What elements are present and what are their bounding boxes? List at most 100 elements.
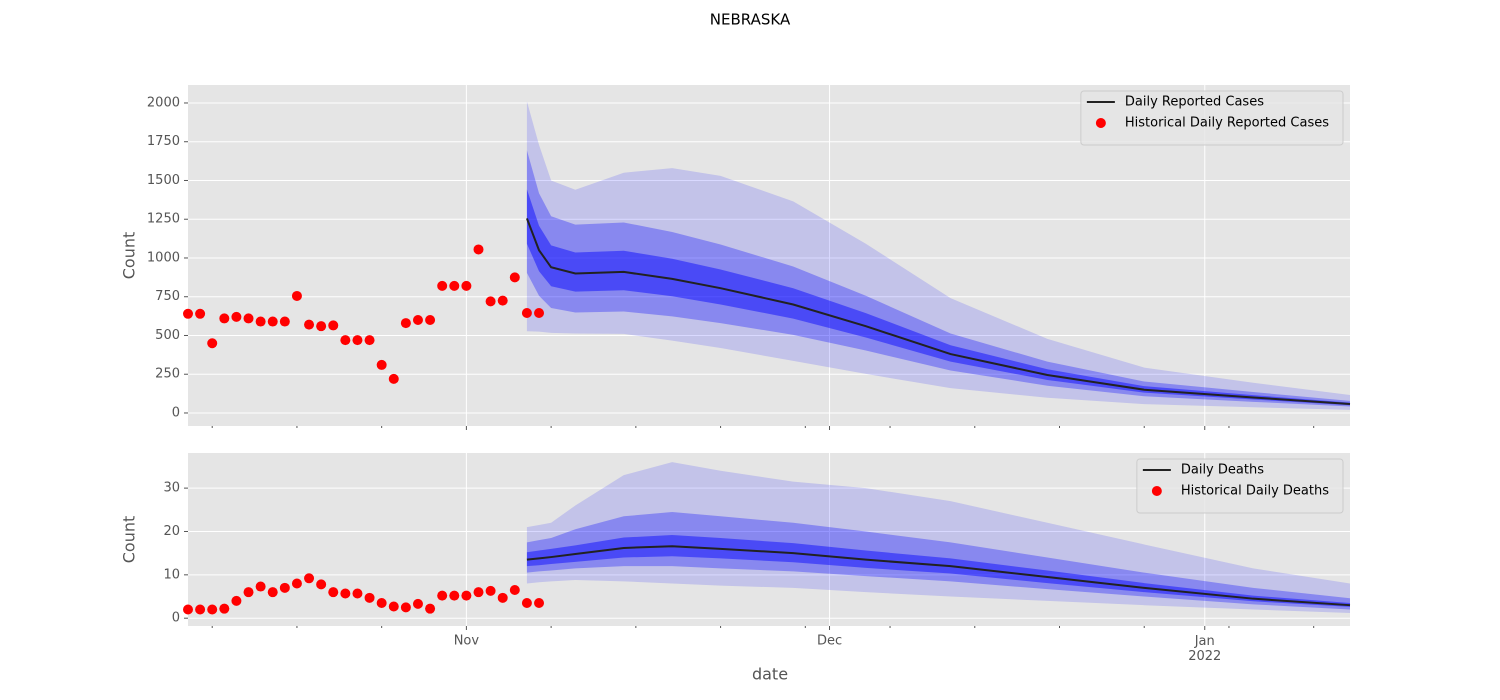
scatter-point xyxy=(195,604,206,615)
scatter-point xyxy=(400,602,411,613)
scatter-point xyxy=(485,585,496,596)
legend-marker xyxy=(1151,486,1162,496)
legend-box xyxy=(1080,90,1344,146)
figure-title: NEBRASKA xyxy=(710,11,791,29)
scatter-point xyxy=(219,603,230,614)
scatter-point xyxy=(425,603,436,614)
line xyxy=(525,218,1351,405)
forecast-band xyxy=(526,150,1350,407)
scatter-point xyxy=(412,314,423,325)
y-axis-label: Count xyxy=(120,516,139,564)
scatter-point xyxy=(304,573,315,584)
scatter-point xyxy=(412,598,423,609)
scatter-point xyxy=(255,581,266,592)
scatter-point xyxy=(352,335,363,346)
scatter-point xyxy=(473,244,484,255)
y-tick-label: 20 xyxy=(163,524,180,539)
scatter-point xyxy=(291,578,302,589)
scatter-point xyxy=(461,590,472,601)
scatter-point xyxy=(400,318,411,329)
scatter-point xyxy=(521,308,532,319)
legend: Daily Deaths Historical Daily Deaths xyxy=(1136,458,1344,514)
scatter-point xyxy=(304,319,315,330)
y-axis-label: Count xyxy=(120,232,139,280)
y-tick-label: 1500 xyxy=(147,173,180,188)
scatter-point xyxy=(267,587,278,598)
scatter-point xyxy=(183,308,193,319)
scatter-point xyxy=(243,587,254,598)
forecast-band xyxy=(526,101,1350,410)
scatter-point xyxy=(497,295,508,306)
scatter-point xyxy=(449,280,460,291)
forecast-band xyxy=(526,534,1350,607)
scatter-point xyxy=(509,272,520,283)
forecast-band xyxy=(526,462,1350,613)
y-tick-label: 1750 xyxy=(147,134,180,149)
scatter-point xyxy=(316,579,327,590)
y-tick-label: 2000 xyxy=(147,95,180,110)
scatter-point xyxy=(534,598,545,609)
scatter-point xyxy=(485,296,496,307)
scatter-point xyxy=(497,592,508,603)
y-tick-label: 0 xyxy=(172,611,180,626)
scatter-point xyxy=(231,311,242,322)
scatter-point xyxy=(340,588,351,599)
scatter-point xyxy=(207,338,218,349)
y-tick-label: 30 xyxy=(163,481,180,496)
y-tick-label: 1000 xyxy=(147,250,180,265)
legend-label: Historical Daily Reported Cases xyxy=(1125,116,1329,131)
y-tick-label: 750 xyxy=(155,289,180,304)
scatter-point xyxy=(521,598,532,609)
scatter-point xyxy=(461,280,472,291)
scatter-point xyxy=(279,582,290,593)
scatter-point xyxy=(376,598,387,609)
scatter-point xyxy=(473,587,484,598)
y-tick-label: 500 xyxy=(155,328,180,343)
scatter-point xyxy=(376,359,387,370)
scatter-point xyxy=(328,320,339,331)
scatter-point xyxy=(352,588,363,599)
x-tick-label: Jan 2022 xyxy=(1188,634,1221,664)
scatter-point xyxy=(195,308,206,319)
legend-label: Historical Daily Deaths xyxy=(1181,484,1329,499)
y-tick-label: 10 xyxy=(163,567,180,582)
legend-marker xyxy=(1095,118,1106,128)
legend: Daily Reported Cases Historical Daily Rep… xyxy=(1080,90,1344,146)
forecast-band xyxy=(526,511,1350,610)
scatter-point xyxy=(255,316,266,327)
legend-box xyxy=(1136,458,1344,514)
scatter-point xyxy=(340,335,351,346)
legend-label: Daily Deaths xyxy=(1181,463,1264,478)
scatter-point xyxy=(207,604,218,615)
scatter-point xyxy=(219,313,230,324)
scatter-point xyxy=(388,373,399,384)
x-axis-label: date xyxy=(752,665,788,684)
legend-label: Daily Reported Cases xyxy=(1125,95,1264,110)
y-tick-label: 250 xyxy=(155,367,180,382)
scatter-point xyxy=(425,314,436,325)
scatter-point xyxy=(534,308,545,319)
y-tick-label: 0 xyxy=(172,405,180,420)
scatter-point xyxy=(364,592,375,603)
scatter-point xyxy=(364,335,375,346)
x-tick-label: Nov xyxy=(454,634,480,649)
scatter-point xyxy=(267,316,278,327)
scatter-point xyxy=(509,585,520,596)
scatter-point xyxy=(231,595,242,606)
x-tick-label: Dec xyxy=(817,634,842,649)
forecast-band xyxy=(526,189,1350,406)
y-tick-label: 1250 xyxy=(147,212,180,227)
scatter-point xyxy=(437,280,448,291)
scatter-point xyxy=(291,290,302,301)
scatter-point xyxy=(437,590,448,601)
scatter-point xyxy=(243,313,254,324)
scatter-point xyxy=(328,587,339,598)
scatter-point xyxy=(183,604,193,615)
scatter-point xyxy=(316,321,327,332)
scatter-point xyxy=(279,316,290,327)
scatter-point xyxy=(449,590,460,601)
line xyxy=(526,545,1351,607)
scatter-point xyxy=(388,601,399,612)
